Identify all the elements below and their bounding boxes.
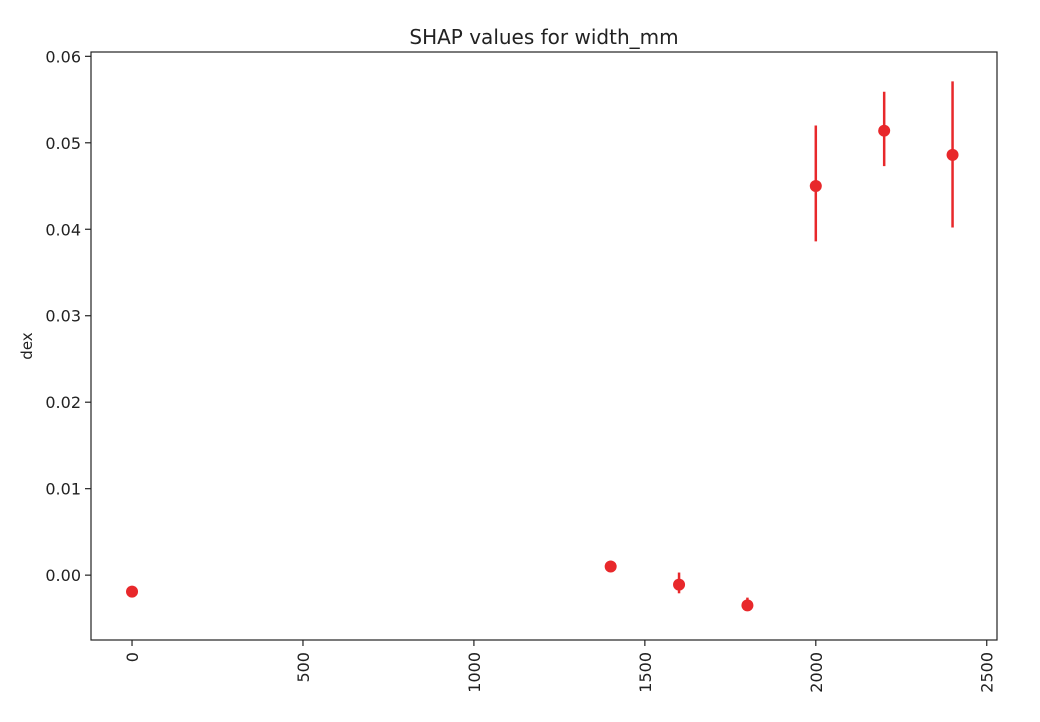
- x-tick-label: 1500: [636, 652, 655, 693]
- x-tick-label: 500: [294, 652, 313, 683]
- x-tick-label: 2000: [807, 652, 826, 693]
- x-tick-label: 0: [123, 652, 142, 662]
- data-point: [809, 180, 822, 193]
- data-point: [673, 578, 686, 591]
- plot-marks: [126, 81, 959, 612]
- y-tick-label: 0.04: [45, 220, 81, 239]
- plot-frame: [90, 51, 998, 641]
- y-tick-label: 0.05: [45, 134, 81, 153]
- y-tick-label: 0.06: [45, 47, 81, 66]
- y-axis-label: dex: [18, 332, 36, 359]
- y-tick-label: 0.02: [45, 393, 81, 412]
- y-tick-label: 0.03: [45, 307, 81, 326]
- x-tick-label: 1000: [465, 652, 484, 693]
- x-tick-label: 2500: [978, 652, 997, 693]
- y-tick-label: 0.00: [45, 566, 81, 585]
- data-point: [604, 560, 617, 573]
- data-point: [878, 124, 891, 137]
- data-point: [946, 148, 959, 161]
- data-point: [126, 585, 139, 598]
- axes: 0.00 0.01 0.02 0.03 0.04 0.05 0.06 0 500 1000 1500…: [45, 47, 998, 693]
- y-tick-label: 0.01: [45, 480, 81, 499]
- data-point: [741, 599, 754, 612]
- chart-title: SHAP values for width_mm: [409, 25, 678, 49]
